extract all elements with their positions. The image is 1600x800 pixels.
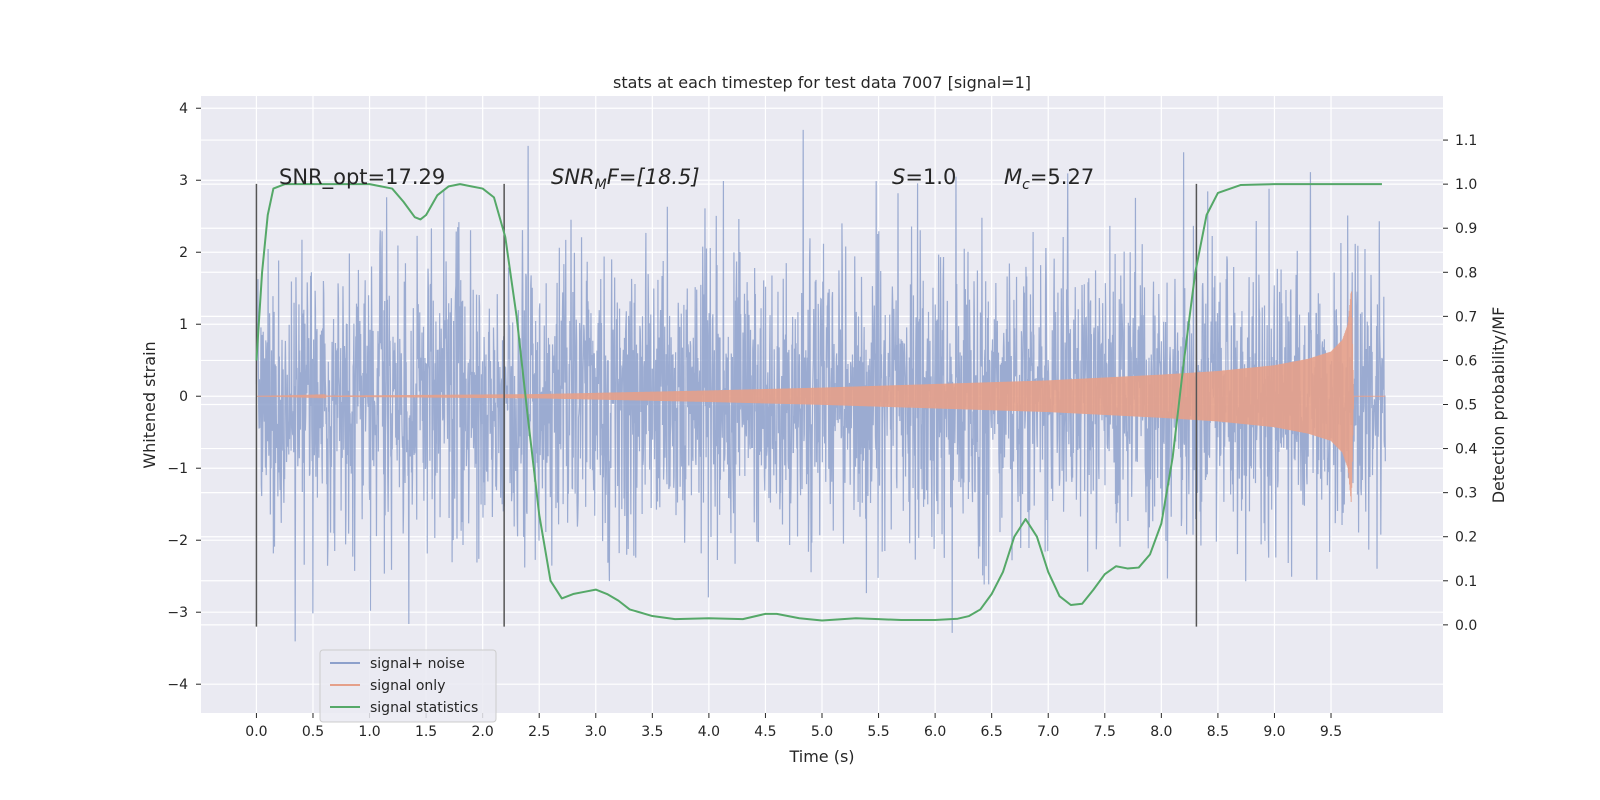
signal-only-series [256,291,1386,503]
y-tick-label-right: 1.0 [1455,177,1477,193]
x-tick-label: 8.0 [1150,724,1172,740]
y-tick-label-right: 0.6 [1455,353,1477,369]
x-tick-label: 7.0 [1037,724,1059,740]
y-tick-label-left: 2 [179,245,188,261]
annotation-mc: Mc=5.27 [1004,165,1094,193]
y-tick-label-left: 0 [179,389,188,405]
annotation-snr-mf-sub: M [595,177,607,193]
legend: signal+ noise signal only signal statist… [319,649,497,723]
annotation-snr-mf-base: SNR [551,165,595,189]
legend-label-signal-only: signal only [370,678,445,694]
annotation-snr-opt: SNR_opt=17.29 [279,165,445,190]
vertical-markers [255,183,1198,627]
x-tick-label: 9.0 [1263,724,1285,740]
x-tick-label: 2.0 [472,724,494,740]
y-tick-label-right: 0.7 [1455,309,1477,325]
annotation-s: S=1.0 [892,165,956,189]
ticks: 0.0 0.5 1.0 1.5 2.0 2.5 3.0 3.5 4.0 4.5 5.0 5.5 6.0 6… [167,101,1477,740]
y-tick-label-left: −1 [167,461,188,477]
y-tick-label-right: 1.1 [1455,133,1477,149]
y-tick-label-right: 0.0 [1455,618,1477,634]
y-tick-label-left: −2 [167,533,188,549]
y-tick-label-left: −3 [167,605,188,621]
x-axis-label: Time (s) [788,747,854,766]
x-tick-label: 4.5 [754,724,776,740]
y-tick-label-right: 0.2 [1455,530,1477,546]
annotation-s-base: S [892,165,905,189]
x-tick-label: 1.0 [358,724,380,740]
annotation-snr-mf-rest: F=[18.5] [607,165,700,189]
y-tick-label-right: 0.5 [1455,398,1477,414]
y-tick-label-right: 0.8 [1455,265,1477,281]
x-tick-label: 6.0 [924,724,946,740]
legend-label-signal-statistics: signal statistics [370,700,478,716]
x-tick-label: 1.5 [415,724,437,740]
x-tick-label: 3.0 [585,724,607,740]
signal-only-line [256,291,1386,503]
x-tick-label: 2.5 [528,724,550,740]
x-tick-label: 5.0 [811,724,833,740]
annotation-snr-mf: SNRMF=[18.5] [551,165,700,193]
x-tick-label: 6.5 [981,724,1003,740]
annotations: SNR_opt=17.29 SNRMF=[18.5] S=1.0 Mc=5.27 [279,165,1094,193]
y-tick-label-left: 4 [179,101,188,117]
y-tick-label-right: 0.4 [1455,442,1477,458]
annotation-mc-sub: c [1022,177,1030,193]
annotation-mc-base: M [1004,165,1022,189]
legend-box [319,649,497,723]
x-tick-label: 8.5 [1207,724,1229,740]
chart-title: stats at each timestep for test data 700… [613,73,1031,92]
y-axis-label-left: Whitened strain [140,341,159,468]
y-tick-label-right: 0.1 [1455,574,1477,590]
x-tick-label: 4.0 [698,724,720,740]
x-tick-label: 0.0 [245,724,267,740]
y-tick-label-left: −4 [167,677,188,693]
x-tick-label: 0.5 [302,724,324,740]
y-tick-label-left: 3 [179,173,188,189]
y-tick-label-right: 0.3 [1455,486,1477,502]
x-tick-label: 3.5 [641,724,663,740]
x-tick-label: 9.5 [1320,724,1342,740]
y-tick-label-right: 0.9 [1455,221,1477,237]
signal-statistics-line [255,183,1382,622]
legend-label-signal-noise: signal+ noise [370,656,465,672]
annotation-mc-rest: =5.27 [1030,165,1094,189]
y-tick-label-left: 1 [179,317,188,333]
x-tick-label: 5.5 [867,724,889,740]
annotation-s-rest: =1.0 [905,165,956,189]
y-axis-label-right: Detection probability/MF [1489,307,1508,504]
signal-statistics-series [255,183,1382,622]
x-tick-label: 7.5 [1094,724,1116,740]
